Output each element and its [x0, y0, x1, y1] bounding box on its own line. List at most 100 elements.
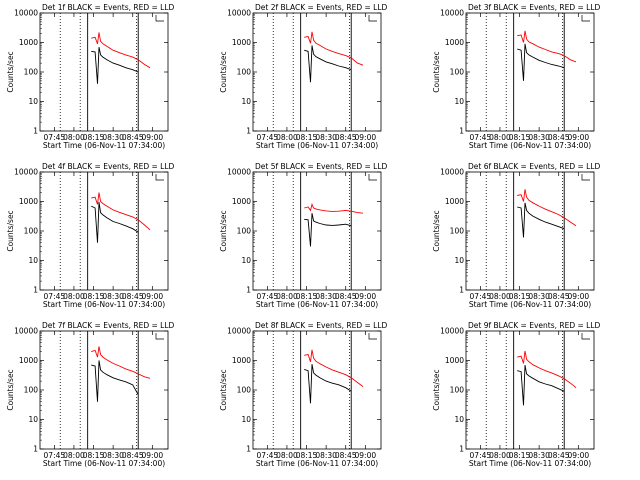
x-axis-label: Start Time (06-Nov-11 07:34:00) [469, 459, 591, 468]
y-tick-label: 1000 [445, 356, 464, 365]
y-axis-label: Counts/sec [432, 210, 441, 251]
plot-frame [252, 330, 382, 450]
x-tick-label: 07:45 [257, 292, 279, 301]
y-tick-label: 1 [246, 127, 251, 136]
y-tick-label: 100 [24, 386, 39, 395]
lld-series-line [517, 30, 577, 63]
y-tick-label: 1 [33, 127, 38, 136]
plot-frame [252, 12, 382, 132]
plot-title: Det 3f BLACK = Events, RED = LLD [468, 3, 601, 12]
y-tick-label: 1000 [19, 38, 38, 47]
plot-frame [39, 330, 169, 450]
y-tick-label: 10 [241, 97, 251, 106]
y-tick-label: 1 [246, 286, 251, 295]
x-tick-label: 08:45 [548, 292, 570, 301]
y-tick-label: 1000 [232, 38, 251, 47]
y-tick-label: 1 [246, 445, 251, 454]
plot-frame [252, 171, 382, 291]
y-tick-label: 10000 [440, 168, 464, 177]
y-axis-label: Counts/sec [219, 369, 228, 410]
x-tick-label: 07:45 [257, 133, 279, 142]
y-tick-label: 10000 [227, 327, 251, 336]
x-tick-label: 08:15 [296, 292, 318, 301]
y-tick-label: 100 [24, 227, 39, 236]
y-tick-label: 100 [450, 386, 465, 395]
plot-title: Det 4f BLACK = Events, RED = LLD [42, 162, 175, 171]
y-tick-label: 10 [241, 415, 251, 424]
y-tick-label: 100 [24, 68, 39, 77]
y-tick-label: 10 [454, 97, 464, 106]
detector-plot-7: Det 7f BLACK = Events, RED = LLD 1 10 100 10… [6, 321, 175, 468]
x-tick-label: 08:15 [509, 451, 531, 460]
events-series-line [91, 202, 139, 243]
legend-marker [155, 15, 164, 22]
y-tick-label: 10 [28, 97, 38, 106]
x-tick-label: 09:00 [568, 292, 590, 301]
x-axis-label: Start Time (06-Nov-11 07:34:00) [469, 300, 591, 309]
x-tick-label: 09:00 [142, 133, 164, 142]
x-tick-label: 08:30 [315, 292, 337, 301]
x-axis-label: Start Time (06-Nov-11 07:34:00) [469, 141, 591, 150]
x-tick-label: 08:00 [276, 133, 298, 142]
x-tick-label: 09:00 [568, 451, 590, 460]
legend-marker [581, 333, 590, 340]
y-tick-label: 1 [459, 286, 464, 295]
y-tick-label: 10000 [227, 9, 251, 18]
x-tick-label: 08:15 [83, 133, 105, 142]
plot-title: Det 2f BLACK = Events, RED = LLD [255, 3, 388, 12]
y-tick-label: 10000 [14, 327, 38, 336]
lld-series-line [91, 32, 151, 69]
x-tick-label: 08:30 [528, 133, 550, 142]
plot-title: Det 9f BLACK = Events, RED = LLD [468, 321, 601, 330]
legend-marker [155, 174, 164, 181]
x-tick-label: 08:30 [315, 133, 337, 142]
y-tick-label: 10000 [440, 327, 464, 336]
x-tick-label: 07:45 [470, 133, 492, 142]
x-tick-label: 08:30 [528, 292, 550, 301]
detector-plot-8: Det 8f BLACK = Events, RED = LLD 1 10 100 10… [219, 321, 388, 468]
y-tick-label: 10000 [227, 168, 251, 177]
plot-title: Det 6f BLACK = Events, RED = LLD [468, 162, 601, 171]
y-tick-label: 10000 [440, 9, 464, 18]
lld-series-line [517, 350, 577, 389]
x-tick-label: 09:00 [142, 451, 164, 460]
y-axis-label: Counts/sec [432, 51, 441, 92]
x-tick-label: 08:45 [548, 133, 570, 142]
x-tick-label: 09:00 [568, 133, 590, 142]
plot-frame [39, 12, 169, 132]
x-axis-label: Start Time (06-Nov-11 07:34:00) [43, 141, 165, 150]
legend-marker [581, 15, 590, 22]
y-tick-label: 10 [28, 256, 38, 265]
x-tick-label: 09:00 [142, 292, 164, 301]
x-tick-label: 08:30 [102, 292, 124, 301]
y-axis-label: Counts/sec [219, 210, 228, 251]
y-tick-label: 10000 [14, 9, 38, 18]
legend-marker [368, 333, 377, 340]
legend-marker [368, 174, 377, 181]
x-axis-label: Start Time (06-Nov-11 07:34:00) [43, 300, 165, 309]
plot-title: Det 8f BLACK = Events, RED = LLD [255, 321, 388, 330]
x-tick-label: 08:00 [276, 451, 298, 460]
lld-series-line [91, 192, 151, 231]
lld-series-line [91, 346, 151, 379]
x-tick-label: 07:45 [44, 292, 66, 301]
x-tick-label: 08:15 [509, 133, 531, 142]
plot-title: Det 1f BLACK = Events, RED = LLD [42, 3, 175, 12]
events-series-line [91, 47, 139, 84]
x-tick-label: 08:45 [122, 292, 144, 301]
events-series-line [517, 43, 565, 81]
lld-series-line [304, 349, 364, 387]
detector-plot-2: Det 2f BLACK = Events, RED = LLD 1 10 100 10… [219, 3, 388, 150]
y-tick-label: 1 [459, 127, 464, 136]
plot-frame [39, 171, 169, 291]
x-tick-label: 08:15 [509, 292, 531, 301]
x-tick-label: 08:15 [83, 451, 105, 460]
x-tick-label: 08:00 [489, 292, 511, 301]
x-axis-label: Start Time (06-Nov-11 07:34:00) [256, 300, 378, 309]
detector-plot-9: Det 9f BLACK = Events, RED = LLD 1 10 100 10… [432, 321, 601, 468]
y-tick-label: 1000 [232, 197, 251, 206]
x-tick-label: 08:45 [548, 451, 570, 460]
legend-marker [581, 174, 590, 181]
legend-marker [368, 15, 377, 22]
plot-title: Det 7f BLACK = Events, RED = LLD [42, 321, 175, 330]
